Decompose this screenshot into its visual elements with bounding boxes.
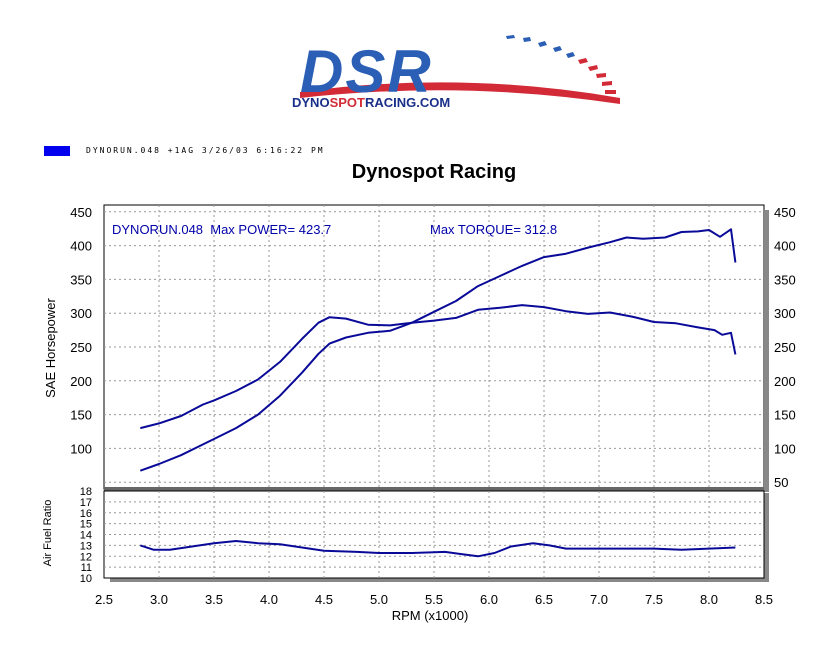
afr-gridlines bbox=[104, 491, 764, 578]
x-tick-label: 5.0 bbox=[370, 592, 388, 607]
x-tick-label: 4.5 bbox=[315, 592, 333, 607]
power-annotation: DYNORUN.048 Max POWER= 423.7 bbox=[112, 222, 331, 237]
data-curves bbox=[139, 228, 737, 558]
y-left-tick-label: 250 bbox=[70, 340, 92, 355]
run-info: DYNORUN.048 +1AG 3/26/03 6:16:22 PM bbox=[86, 146, 325, 155]
x-tick-label: 5.5 bbox=[425, 592, 443, 607]
y-left-tick-labels: 100 150 200 250 300 350 400 450 bbox=[70, 205, 92, 457]
panel-divider bbox=[104, 487, 764, 491]
logo-swoosh bbox=[300, 82, 620, 104]
y-right-tick-label: 400 bbox=[774, 239, 796, 254]
x-tick-label: 7.5 bbox=[645, 592, 663, 607]
y-axis-label: SAE Horsepower bbox=[43, 297, 58, 397]
x-tick-labels: 2.5 3.0 3.5 4.0 4.5 5.0 5.5 6.0 6.5 7.0 7.5 8.0 8.5 bbox=[95, 592, 773, 607]
y-left-tick-label: 200 bbox=[70, 374, 92, 389]
y-right-tick-labels: 50 100 150 200 250 300 350 400 450 bbox=[774, 205, 796, 490]
y-left-tick-label: 150 bbox=[70, 408, 92, 423]
y-right-tick-label: 100 bbox=[774, 441, 796, 456]
x-tick-label: 4.0 bbox=[260, 592, 278, 607]
afr-shadow-bottom bbox=[110, 578, 769, 582]
x-tick-label: 3.5 bbox=[205, 592, 223, 607]
main-gridlines bbox=[104, 205, 764, 489]
logo-tick-marks bbox=[506, 35, 616, 94]
y-right-tick-label: 150 bbox=[774, 408, 796, 423]
afr-curve bbox=[139, 540, 736, 558]
y-left-tick-label: 450 bbox=[70, 205, 92, 220]
y-right-tick-label: 350 bbox=[774, 272, 796, 287]
x-axis-label: RPM (x1000) bbox=[392, 608, 469, 623]
plot-shadow-right bbox=[764, 210, 769, 492]
y-right-tick-label: 450 bbox=[774, 205, 796, 220]
afr-tick-label: 11 bbox=[81, 562, 92, 574]
y-left-tick-label: 100 bbox=[70, 441, 92, 456]
afr-tick-label: 15 bbox=[80, 519, 92, 531]
legend-swatch bbox=[44, 146, 70, 156]
chart-title: Dynospot Racing bbox=[352, 161, 516, 183]
y-left-tick-label: 350 bbox=[70, 272, 92, 287]
afr-shadow-right bbox=[764, 493, 769, 582]
y-left-tick-label: 300 bbox=[70, 306, 92, 321]
y-left-tick-label: 400 bbox=[70, 239, 92, 254]
x-tick-label: 3.0 bbox=[150, 592, 168, 607]
torque-curve bbox=[140, 304, 737, 430]
logo-big-text: DSR bbox=[300, 38, 433, 105]
afr-tick-label: 17 bbox=[80, 497, 92, 509]
afr-tick-label: 12 bbox=[80, 551, 92, 563]
afr-axis-label: Air Fuel Ratio bbox=[42, 500, 54, 567]
afr-tick-label: 14 bbox=[80, 530, 92, 542]
y-right-tick-label: 50 bbox=[774, 475, 788, 490]
x-tick-label: 6.5 bbox=[535, 592, 553, 607]
x-tick-label: 7.0 bbox=[590, 592, 608, 607]
afr-tick-label: 10 bbox=[80, 573, 92, 585]
y-right-tick-label: 200 bbox=[774, 374, 796, 389]
afr-tick-label: 18 bbox=[80, 486, 92, 498]
y-right-tick-label: 300 bbox=[774, 306, 796, 321]
torque-annotation: Max TORQUE= 312.8 bbox=[430, 222, 557, 237]
dsr-logo: DSR DYNOSPOTRACING.COM bbox=[292, 35, 620, 110]
logo-url-text: DYNOSPOTRACING.COM bbox=[292, 95, 450, 110]
x-tick-label: 2.5 bbox=[95, 592, 113, 607]
power-curve bbox=[139, 228, 737, 472]
afr-tick-label: 13 bbox=[80, 540, 92, 552]
afr-tick-label: 16 bbox=[80, 508, 92, 520]
x-tick-label: 8.5 bbox=[755, 592, 773, 607]
y-right-tick-label: 250 bbox=[774, 340, 796, 355]
x-tick-label: 6.0 bbox=[480, 592, 498, 607]
x-tick-label: 8.0 bbox=[700, 592, 718, 607]
